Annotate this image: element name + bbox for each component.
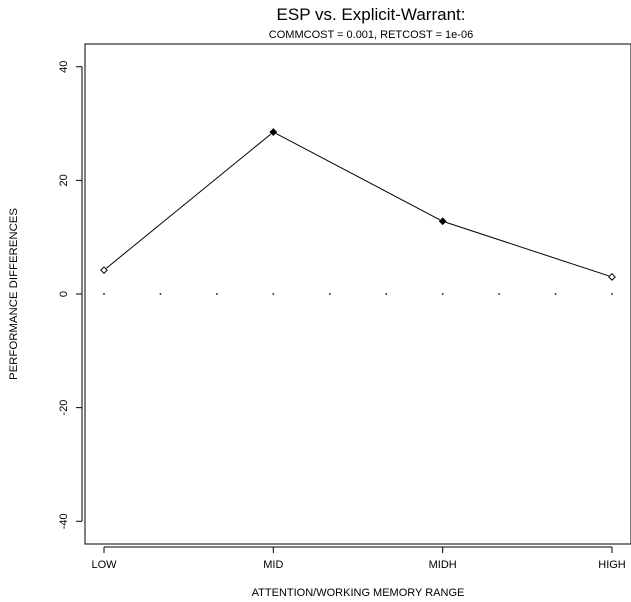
series-segment — [275, 133, 441, 221]
zero-line-dot — [385, 293, 387, 295]
x-axis: LOW MID MIDH HIGH — [91, 546, 626, 571]
series-line — [100, 128, 616, 281]
x-tick-label: MIDH — [429, 559, 457, 571]
series-segment — [106, 133, 272, 269]
data-point — [608, 273, 616, 281]
data-point — [269, 128, 278, 136]
x-axis-label: ATTENTION/WORKING MEMORY RANGE — [252, 587, 465, 599]
zero-line-dot — [554, 293, 557, 295]
y-axis-label: PERFORMANCE DIFFERENCES — [8, 208, 20, 380]
chart-title: ESP vs. Explicit-Warrant: — [277, 5, 466, 24]
zero-line-dot — [611, 293, 613, 295]
zero-line-dot — [498, 293, 500, 295]
x-tick-label: HIGH — [598, 559, 626, 571]
zero-line-dot — [216, 293, 218, 295]
y-tick-label: 0 — [58, 291, 70, 297]
zero-line-dot — [329, 293, 331, 295]
y-tick-label: 40 — [58, 61, 70, 73]
series-segment — [445, 221, 610, 277]
chart-subtitle: COMMCOST = 0.001, RETCOST = 1e-06 — [269, 29, 473, 41]
zero-line-dot — [159, 293, 162, 295]
data-point — [438, 217, 447, 226]
zero-line-dot — [272, 293, 275, 295]
zero-line-dot — [441, 293, 444, 295]
y-axis: -40 -20 0 20 40 — [58, 61, 83, 529]
y-tick-label: 20 — [58, 174, 70, 186]
x-tick-label: LOW — [91, 559, 117, 571]
y-tick-label: -20 — [58, 400, 70, 416]
zero-reference-line — [103, 293, 613, 295]
x-tick-label: MID — [263, 559, 283, 571]
plot-frame — [84, 43, 631, 545]
data-point — [100, 266, 108, 275]
y-tick-label: -40 — [58, 513, 70, 529]
zero-line-dot — [103, 293, 105, 295]
